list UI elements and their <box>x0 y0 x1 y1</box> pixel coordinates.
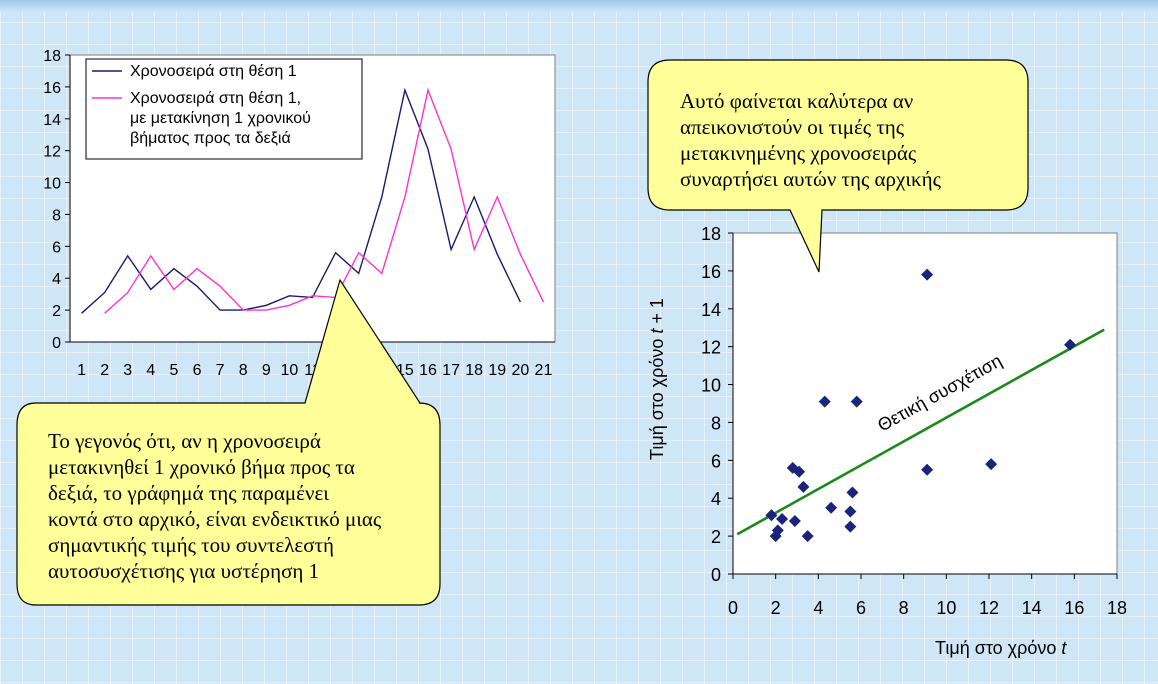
scatter-y-tick-label: 6 <box>711 451 721 471</box>
top-callout-line: μετακινημένης χρονοσειράς <box>680 141 917 165</box>
scatter-point <box>1064 338 1077 351</box>
line-y-tick-label: 18 <box>43 48 61 65</box>
scatter-point <box>765 509 778 522</box>
line-x-tick-label: 16 <box>419 362 437 379</box>
slide-top-bar <box>0 0 1158 12</box>
line-x-tick-label: 21 <box>535 362 553 379</box>
scatter-y-tick-label: 14 <box>701 300 721 320</box>
scatter-x-tick-label: 18 <box>1107 598 1127 618</box>
scatter-point <box>818 395 831 408</box>
scatter-x-tick-label: 10 <box>936 598 956 618</box>
line-y-tick-label: 12 <box>43 144 61 161</box>
scatter-point <box>921 268 934 281</box>
scatter-y-tick-label: 0 <box>711 565 721 585</box>
line-x-tick-label: 7 <box>216 362 225 379</box>
scatter-x-tick-label: 0 <box>728 598 738 618</box>
line-y-tick-label: 14 <box>43 112 61 129</box>
line-y-tick-label: 4 <box>52 271 61 288</box>
line-x-tick-label: 19 <box>488 362 506 379</box>
scatter-y-tick-label: 4 <box>711 489 721 509</box>
bottom-callout-balloon <box>16 278 441 606</box>
scatter-x-axis-title: Τιμή στο χρόνο t <box>935 638 1067 658</box>
line-y-tick-label: 2 <box>52 303 61 320</box>
scatter-x-tick-label: 6 <box>856 598 866 618</box>
scatter-point <box>801 530 814 543</box>
top-callout-line: συναρτήσει αυτών της αρχικής <box>680 167 941 191</box>
bottom-callout-line: Το γεγονός ότι, αν η χρονοσειρά <box>48 429 321 453</box>
line-series-2 <box>104 87 545 314</box>
bottom-callout-text: Το γεγονός ότι, αν η χρονοσειρά μετακινη… <box>48 428 388 584</box>
line-y-tick-label: 10 <box>43 176 61 193</box>
line-x-tick-label: 4 <box>146 362 155 379</box>
line-x-tick-label: 17 <box>442 362 460 379</box>
scatter-y-axis-title: Τιμή στο χρόνο t + 1 <box>647 298 667 460</box>
scatter-y-tick-label: 16 <box>701 262 721 282</box>
scatter-point <box>844 520 857 533</box>
scatter-x-tick-label: 16 <box>1064 598 1084 618</box>
scatter-point <box>921 463 934 476</box>
scatter-y-tick-label: 12 <box>701 338 721 358</box>
line-x-tick-label: 1 <box>77 362 86 379</box>
line-x-tick-label: 9 <box>262 362 271 379</box>
top-callout-text: Αυτό φαίνεται καλύτερα αν απεικονιστούν … <box>680 88 980 192</box>
scatter-point <box>771 524 784 537</box>
line-x-tick-label: 18 <box>465 362 483 379</box>
scatter-point <box>797 480 810 493</box>
scatter-point <box>793 465 806 478</box>
scatter-x-tick-label: 2 <box>771 598 781 618</box>
scatter-point <box>776 513 789 526</box>
top-callout-line: απεικονιστούν οι τιμές της <box>680 115 905 139</box>
line-legend <box>85 58 363 160</box>
scatter-x-tick-label: 14 <box>1022 598 1042 618</box>
line-x-tick-label: 8 <box>239 362 248 379</box>
line-x-tick-label: 6 <box>193 362 202 379</box>
bottom-callout-line: μετακινηθεί 1 χρονικό βήμα προς τα <box>48 455 355 479</box>
scatter-x-tick-label: 8 <box>899 598 909 618</box>
line-x-tick-label: 2 <box>100 362 109 379</box>
scatter-y-tick-label: 8 <box>711 413 721 433</box>
scatter-x-tick-label: 12 <box>979 598 999 618</box>
scatter-x-axis-variable: t <box>1061 638 1067 658</box>
line-y-tick-label: 16 <box>43 80 61 97</box>
scatter-point <box>846 486 859 499</box>
bottom-callout-line: δεξιά, το γράφημά της παραμένει <box>48 481 329 505</box>
top-callout-line: Αυτό φαίνεται καλύτερα αν <box>680 89 914 113</box>
bottom-callout-line: σημαντικής τιμής του συντελεστή <box>48 533 334 557</box>
legend-entry-2: με μετακίνηση 1 χρονικού <box>130 110 311 127</box>
scatter-point <box>844 505 857 518</box>
line-x-tick-label: 3 <box>123 362 132 379</box>
scatter-point <box>850 395 863 408</box>
scatter-point <box>825 501 838 514</box>
scatter-point <box>985 458 998 471</box>
trendline <box>736 328 1105 536</box>
top-callout-balloon <box>647 59 1029 273</box>
line-x-tick-label: 20 <box>511 362 529 379</box>
scatter-point <box>788 514 801 527</box>
legend-entry-2: Χρονοσειρά στη θέση 1, <box>130 90 301 107</box>
scatter-x-tick-label: 4 <box>813 598 823 618</box>
scatter-y-tick-label: 2 <box>711 527 721 547</box>
scatter-y-axis-suffix: + 1 <box>647 298 667 329</box>
scatter-y-tick-label: 18 <box>701 224 721 244</box>
line-series-1 <box>81 87 522 314</box>
line-y-tick-label: 0 <box>52 335 61 352</box>
line-y-tick-label: 8 <box>52 207 61 224</box>
line-y-tick-label: 6 <box>52 239 61 256</box>
legend-entry-2: βήματος προς τα δεξιά <box>130 130 291 147</box>
scatter-y-axis-variable: t <box>647 328 667 334</box>
bottom-callout-line: κοντά στο αρχικό, είναι ενδεικτικό μιας <box>48 507 382 531</box>
line-x-tick-label: 5 <box>169 362 178 379</box>
scatter-y-tick-label: 10 <box>701 376 721 396</box>
line-x-tick-label: 10 <box>281 362 299 379</box>
bottom-callout-line: αυτοσυσχέτισης για υστέρηση 1 <box>48 559 320 583</box>
legend-entry-1: Χρονοσειρά στη θέση 1 <box>130 63 297 80</box>
